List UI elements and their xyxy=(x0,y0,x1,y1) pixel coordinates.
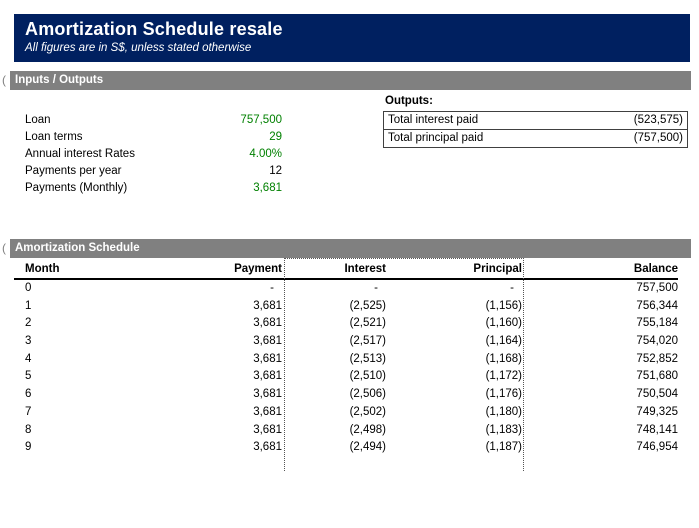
input-value[interactable]: 29 xyxy=(269,131,282,143)
section-header-amortization-schedule: Amortization Schedule xyxy=(10,239,691,258)
inputs-list: Loan 757,500 Loan terms 29 Annual interest R… xyxy=(25,112,282,197)
column-header-principal: Principal xyxy=(473,263,522,275)
title-banner: Amortization Schedule resale All figures… xyxy=(14,14,690,62)
cell-balance[interactable]: 751,680 xyxy=(636,370,678,383)
group-collapse-icon[interactable]: ( xyxy=(2,241,6,255)
cell-principal[interactable]: (1,164) xyxy=(485,335,522,348)
cell-interest[interactable]: (2,513) xyxy=(349,352,386,365)
output-value[interactable]: (757,500) xyxy=(633,132,683,144)
output-label: Total interest paid xyxy=(388,114,479,126)
table-row: 8 3,681 (2,498) (1,183) 748,141 xyxy=(14,422,678,440)
cell-balance[interactable]: 749,325 xyxy=(636,405,678,418)
outputs-box: Total interest paid (523,575) Total prin… xyxy=(383,111,688,148)
cell-principal[interactable]: (1,160) xyxy=(485,317,522,330)
cell-payment[interactable]: 3,681 xyxy=(253,405,282,418)
cell-payment[interactable]: 3,681 xyxy=(253,317,282,330)
column-header-payment: Payment xyxy=(234,263,282,275)
table-row: 4 3,681 (2,513) (1,168) 752,852 xyxy=(14,351,678,369)
cell-balance[interactable]: 754,020 xyxy=(636,335,678,348)
cell-payment[interactable]: 3,681 xyxy=(253,441,282,454)
input-label: Loan terms xyxy=(25,131,83,143)
input-value[interactable]: 4.00% xyxy=(249,148,282,160)
input-row: Payments (Monthly) 3,681 xyxy=(25,180,282,197)
input-label: Annual interest Rates xyxy=(25,148,135,160)
cell-balance[interactable]: 757,500 xyxy=(636,282,678,294)
cell-interest[interactable]: - xyxy=(374,282,378,294)
table-row: 6 3,681 (2,506) (1,176) 750,504 xyxy=(14,386,678,404)
input-row: Loan 757,500 xyxy=(25,112,282,129)
output-row: Total principal paid (757,500) xyxy=(384,129,687,147)
cell-principal[interactable]: (1,156) xyxy=(485,299,522,312)
input-row: Payments per year 12 xyxy=(25,163,282,180)
input-value[interactable]: 3,681 xyxy=(253,182,282,194)
table-row: 1 3,681 (2,525) (1,156) 756,344 xyxy=(14,298,678,316)
cell-balance[interactable]: 748,141 xyxy=(636,423,678,436)
cell-balance[interactable]: 755,184 xyxy=(636,317,678,330)
cell-balance[interactable]: 746,954 xyxy=(636,441,678,454)
outputs-label: Outputs: xyxy=(385,95,433,107)
cell-interest[interactable]: (2,521) xyxy=(349,317,386,330)
cell-month[interactable]: 2 xyxy=(25,317,32,330)
input-label: Loan xyxy=(25,114,51,126)
cell-month[interactable]: 5 xyxy=(25,370,32,383)
group-collapse-icon[interactable]: ( xyxy=(2,73,6,87)
output-label: Total principal paid xyxy=(388,132,484,144)
cell-interest[interactable]: (2,498) xyxy=(349,423,386,436)
input-value[interactable]: 12 xyxy=(269,165,282,177)
cell-principal[interactable]: (1,176) xyxy=(485,388,522,401)
page-subtitle: All figures are in S$, unless stated oth… xyxy=(25,42,252,54)
page-title: Amortization Schedule resale xyxy=(25,19,283,39)
cell-month[interactable]: 8 xyxy=(25,423,32,436)
cell-month[interactable]: 4 xyxy=(25,352,32,365)
table-header-row: Month Payment Interest Principal Balance xyxy=(14,260,678,280)
input-row: Annual interest Rates 4.00% xyxy=(25,146,282,163)
column-header-balance: Balance xyxy=(633,263,678,275)
cell-month[interactable]: 7 xyxy=(25,405,32,418)
cell-interest[interactable]: (2,517) xyxy=(349,335,386,348)
cell-payment[interactable]: - xyxy=(270,282,274,294)
cell-payment[interactable]: 3,681 xyxy=(253,335,282,348)
table-row: 9 3,681 (2,494) (1,187) 746,954 xyxy=(14,439,678,457)
cell-payment[interactable]: 3,681 xyxy=(253,299,282,312)
cell-interest[interactable]: (2,506) xyxy=(349,388,386,401)
cell-principal[interactable]: - xyxy=(510,282,514,294)
cell-principal[interactable]: (1,172) xyxy=(485,370,522,383)
cell-balance[interactable]: 752,852 xyxy=(636,352,678,365)
cell-month[interactable]: 0 xyxy=(25,282,32,294)
input-label: Payments (Monthly) xyxy=(25,182,128,194)
output-value[interactable]: (523,575) xyxy=(633,114,683,126)
cell-principal[interactable]: (1,183) xyxy=(485,423,522,436)
cell-interest[interactable]: (2,525) xyxy=(349,299,386,312)
table-row: 5 3,681 (2,510) (1,172) 751,680 xyxy=(14,368,678,386)
table-row: 0 - - - 757,500 xyxy=(14,280,678,298)
input-value[interactable]: 757,500 xyxy=(240,114,282,126)
schedule-table-body: 0 - - - 757,500 1 3,681 (2,525) (1,156) 756,344 2 3… xyxy=(14,280,678,457)
table-row: 3 3,681 (2,517) (1,164) 754,020 xyxy=(14,333,678,351)
cell-payment[interactable]: 3,681 xyxy=(253,370,282,383)
column-header-interest: Interest xyxy=(344,263,386,275)
column-header-month: Month xyxy=(25,263,60,275)
amortization-table: Month Payment Interest Principal Balance… xyxy=(14,258,678,471)
cell-interest[interactable]: (2,494) xyxy=(349,441,386,454)
cell-interest[interactable]: (2,510) xyxy=(349,370,386,383)
table-row: 7 3,681 (2,502) (1,180) 749,325 xyxy=(14,404,678,422)
cell-month[interactable]: 3 xyxy=(25,335,32,348)
cell-principal[interactable]: (1,168) xyxy=(485,352,522,365)
cell-payment[interactable]: 3,681 xyxy=(253,388,282,401)
cell-principal[interactable]: (1,180) xyxy=(485,405,522,418)
cell-balance[interactable]: 750,504 xyxy=(636,388,678,401)
cell-month[interactable]: 1 xyxy=(25,299,32,312)
cell-balance[interactable]: 756,344 xyxy=(636,299,678,312)
cell-month[interactable]: 6 xyxy=(25,388,32,401)
cell-principal[interactable]: (1,187) xyxy=(485,441,522,454)
cell-payment[interactable]: 3,681 xyxy=(253,423,282,436)
table-row: 2 3,681 (2,521) (1,160) 755,184 xyxy=(14,315,678,333)
output-row: Total interest paid (523,575) xyxy=(384,112,687,129)
cell-month[interactable]: 9 xyxy=(25,441,32,454)
cell-payment[interactable]: 3,681 xyxy=(253,352,282,365)
input-row: Loan terms 29 xyxy=(25,129,282,146)
section-header-inputs-outputs: Inputs / Outputs xyxy=(10,71,691,90)
input-label: Payments per year xyxy=(25,165,122,177)
cell-interest[interactable]: (2,502) xyxy=(349,405,386,418)
